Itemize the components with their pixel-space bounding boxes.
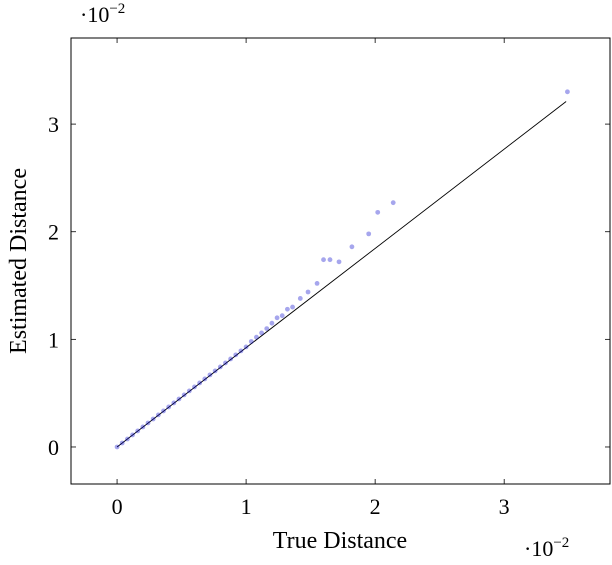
y-axis-label: Estimated Distance: [6, 168, 32, 354]
scatter-point: [171, 400, 177, 406]
scatter-point: [150, 416, 156, 422]
multiplier-base: ·10: [524, 536, 553, 560]
scatter-point: [176, 396, 182, 402]
scatter-point: [248, 339, 254, 344]
scatter-point: [297, 296, 303, 301]
scatter-point: [228, 356, 234, 362]
scatter-point: [336, 259, 342, 265]
scatter-point: [269, 320, 275, 326]
scatter-point: [114, 444, 120, 450]
scatter-point: [285, 306, 290, 312]
scatter-point: [135, 428, 141, 434]
scatter-point: [124, 436, 130, 442]
scatter-point: [349, 244, 355, 250]
plot-frame: [70, 37, 611, 485]
x-tick-label: 2: [370, 494, 381, 519]
scatter-point: [390, 200, 396, 206]
scatter-point: [254, 334, 259, 340]
scatter-point: [238, 348, 244, 354]
scatter-point: [181, 392, 187, 398]
scatter-point: [202, 376, 208, 382]
scatter-point: [166, 404, 172, 410]
y-tick-label: 3: [48, 112, 59, 137]
scatter-point: [264, 326, 270, 331]
scatter-point: [223, 360, 228, 366]
y-tick-label: 1: [48, 327, 59, 352]
x-tick-label: 1: [241, 494, 252, 519]
scatter-point: [327, 257, 333, 263]
x-multiplier: ·10−2: [524, 535, 569, 560]
scatter-point: [305, 289, 311, 295]
scatter-point: [274, 315, 280, 321]
y-tick-label: 0: [48, 435, 59, 460]
scatter-point: [212, 368, 218, 374]
x-tick-label: 0: [112, 494, 123, 519]
scatter-point: [119, 440, 125, 446]
scatter-point: [197, 380, 203, 386]
scatter-point: [243, 344, 249, 350]
multiplier-exponent: −2: [109, 1, 125, 17]
scatter-point: [217, 364, 223, 370]
scatter-point: [145, 420, 151, 426]
scatter-point: [140, 424, 146, 430]
scatter-point: [161, 408, 166, 414]
scatter-point: [186, 388, 192, 394]
multiplier-base: ·10: [80, 2, 109, 27]
x-axis-label: True Distance: [273, 528, 407, 554]
x-tick-label: 3: [499, 494, 510, 519]
scatter-point: [130, 432, 135, 438]
scatter-point: [207, 372, 213, 378]
scatter-point: [366, 231, 372, 237]
scatter-point: [290, 304, 295, 310]
multiplier-exponent: −2: [553, 535, 569, 551]
y-tick-label: 2: [48, 220, 59, 245]
scatter-point: [192, 384, 197, 390]
scatter-point: [565, 89, 570, 95]
scatter-point: [233, 352, 239, 358]
scatter-point: [259, 330, 264, 336]
y-multiplier: ·10−2: [80, 1, 125, 27]
scatter-point: [375, 209, 381, 215]
scatter-point: [314, 280, 320, 286]
scatter-point: [155, 412, 161, 418]
scatter-point: [321, 257, 326, 263]
reference-line: [116, 101, 567, 448]
scatter-point: [279, 313, 285, 319]
